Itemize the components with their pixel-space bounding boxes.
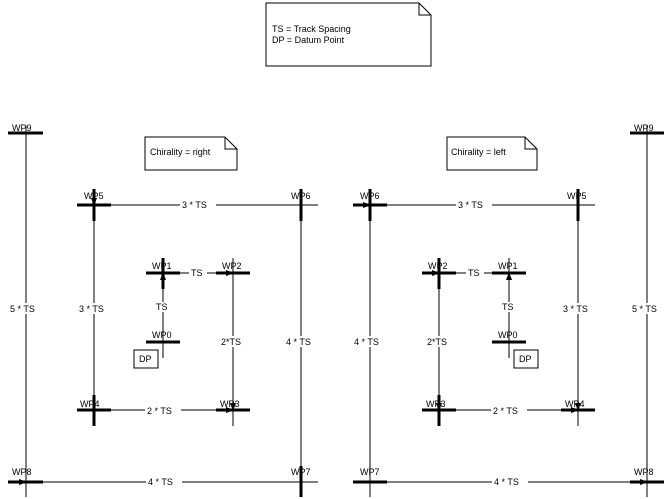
right-waypoint-wp6: WP6 [353, 189, 387, 221]
left-dim-wp1-wp2: TS [191, 268, 203, 278]
left-waypoint-wp7: WP7 [284, 466, 318, 497]
right-waypoint-wp0: WP0 [492, 330, 526, 358]
right-dim-wp0-wp1: TS [502, 302, 514, 312]
right-wp8-label: WP8 [634, 467, 654, 477]
left-dim-wp2-wp3: 2*TS [221, 337, 241, 347]
left-datum-label: DP [139, 354, 152, 364]
legend-line-track-spacing: TS = Track Spacing [272, 24, 351, 34]
right-wp3-label: WP3 [426, 399, 446, 409]
left-wp0-label: WP0 [152, 330, 172, 340]
left-dim-wp6-wp7: 4 * TS [286, 337, 311, 347]
left-dim-wp5-wp6: 3 * TS [182, 200, 207, 210]
left-dim-wp5-wp4: 3 * TS [79, 304, 104, 314]
right-datum-point: DP [513, 349, 539, 369]
right-dim-wp6-wp5: 3 * TS [458, 200, 483, 210]
right-dim-wp5-wp4: 3 * TS [563, 304, 588, 314]
right-waypoint-wp4: WP4 [561, 395, 595, 426]
right-dim-wp2-wp3: 2*TS [427, 337, 447, 347]
right-dim-wp9-wp8: 5 * TS [632, 304, 657, 314]
left-wp7-label: WP7 [291, 467, 311, 477]
left-wp4-label: WP4 [80, 399, 100, 409]
right-chirality-note: Chirality = left [446, 136, 538, 171]
left-dim-wp8-wp7: 4 * TS [148, 477, 173, 487]
left-dim-wp4-wp3: 2 * TS [147, 406, 172, 416]
right-waypoint-wp8: WP8 [630, 466, 664, 497]
right-wp9-label: WP9 [634, 123, 654, 133]
right-waypoint-wp9: WP9 [630, 123, 664, 141]
left-diagram: Chirality = right WP9 WP8 WP5 [8, 123, 320, 497]
right-wp0-label: WP0 [498, 330, 518, 340]
left-wp9-label: WP9 [12, 123, 32, 133]
right-datum-label: DP [519, 354, 532, 364]
right-waypoint-wp3: WP3 [422, 395, 456, 426]
right-dim-labels: TS TS 2*TS 2 * TS 3 * TS 3 * TS 4 * TS 4… [352, 199, 666, 487]
left-dim-wp9-wp8: 5 * TS [10, 304, 35, 314]
left-waypoint-wp9: WP9 [8, 123, 43, 141]
left-chirality-label: Chirality = right [150, 147, 211, 157]
left-waypoint-wp3: WP3 [216, 395, 250, 426]
right-chirality-label: Chirality = left [451, 147, 506, 157]
right-dim-wp3-wp4: 2 * TS [493, 406, 518, 416]
left-wp2-label: WP2 [222, 261, 242, 271]
right-dim-wp7-wp8: 4 * TS [494, 477, 519, 487]
right-diagram: Chirality = left WP9 WP8 WP6 [352, 123, 666, 497]
left-waypoint-wp1: WP1 [146, 258, 180, 289]
right-waypoint-wp5: WP5 [561, 189, 595, 221]
left-wp8-label: WP8 [12, 467, 32, 477]
right-waypoint-wp1: WP1 [492, 258, 526, 289]
left-wp3-label: WP3 [220, 399, 240, 409]
right-wp1-label: WP1 [498, 261, 518, 271]
right-wp7-label: WP7 [360, 467, 380, 477]
left-waypoint-wp5: WP5 [77, 189, 111, 221]
left-waypoint-wp4: WP4 [77, 395, 111, 426]
left-waypoint-wp2: WP2 [216, 258, 250, 289]
left-wp5-label: WP5 [84, 191, 104, 201]
left-wp1-label: WP1 [152, 261, 172, 271]
left-dim-labels: TS TS 2*TS 2 * TS 3 * TS 3 * TS 4 * TS 4… [8, 199, 320, 487]
right-dim-wp6-wp7: 4 * TS [354, 337, 379, 347]
right-wp5-label: WP5 [567, 191, 587, 201]
right-waypoint-wp2: WP2 [422, 258, 456, 289]
legend-note: TS = Track Spacing DP = Datum Point [265, 2, 432, 67]
left-waypoint-wp8: WP8 [8, 466, 43, 497]
left-waypoint-wp6: WP6 [284, 189, 318, 221]
right-dim-wp2-wp1: TS [468, 268, 480, 278]
legend-line-datum-point: DP = Datum Point [272, 35, 345, 45]
left-wp6-label: WP6 [291, 191, 311, 201]
right-wp2-label: WP2 [428, 261, 448, 271]
left-waypoint-wp0: WP0 [146, 330, 180, 358]
left-chirality-note: Chirality = right [144, 136, 238, 171]
right-wp6-label: WP6 [360, 191, 380, 201]
left-dim-wp0-wp1: TS [156, 302, 168, 312]
left-datum-point: DP [133, 349, 159, 369]
right-wp4-label: WP4 [565, 399, 585, 409]
right-waypoint-wp7: WP7 [353, 466, 387, 497]
